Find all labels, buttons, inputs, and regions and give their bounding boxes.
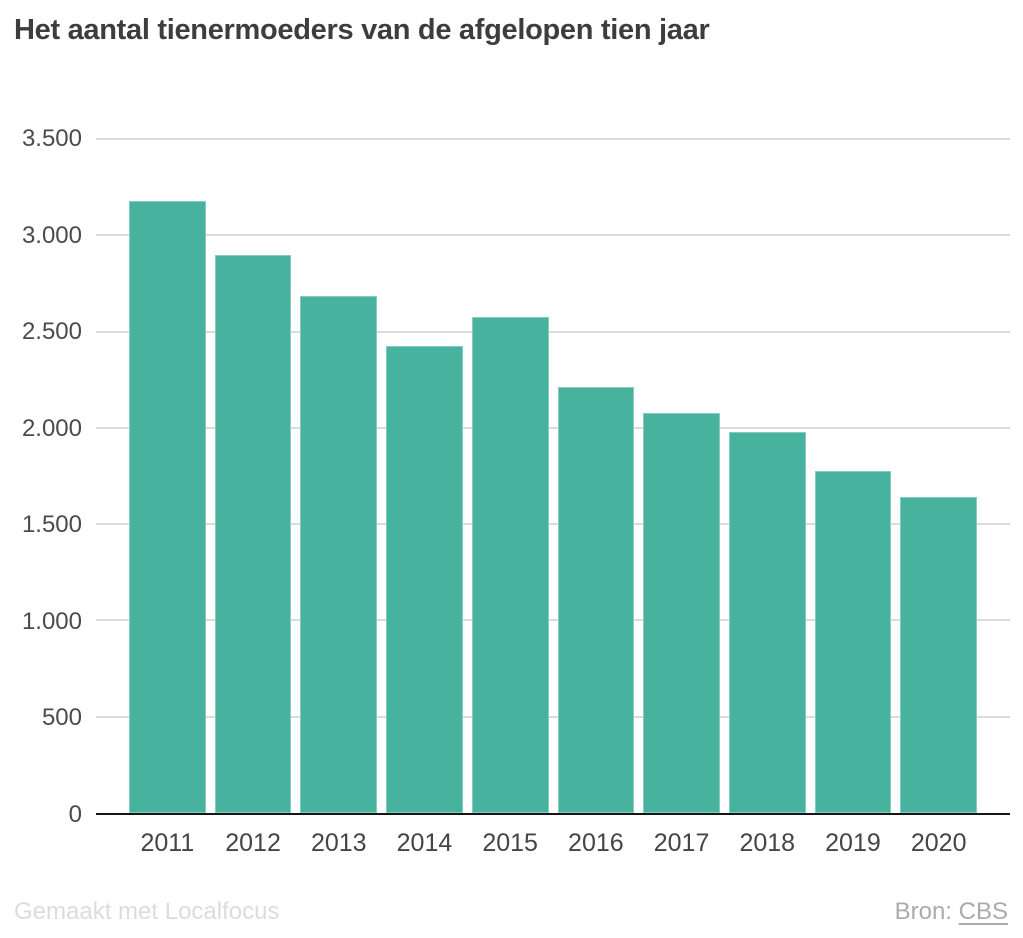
- x-tick-label-2020: 2020: [910, 829, 967, 857]
- bar-2018[interactable]: [728, 431, 806, 813]
- chart-title: Het aantal tienermoeders van de afgelope…: [14, 14, 710, 46]
- gridline-2.000: [96, 426, 1010, 429]
- source-link[interactable]: CBS: [958, 898, 1008, 925]
- x-tick-label-2012: 2012: [225, 829, 281, 857]
- bar-2015[interactable]: [471, 317, 549, 813]
- gridline-2.500: [96, 330, 1010, 333]
- gridline-1.000: [96, 619, 1010, 622]
- bar-2011[interactable]: [129, 200, 206, 813]
- plot-area: [96, 138, 1010, 815]
- gridline-500: [96, 715, 1010, 718]
- bar-2016[interactable]: [557, 387, 635, 813]
- x-tick-label-2011: 2011: [140, 829, 195, 857]
- source-label: Bron:: [894, 898, 952, 925]
- bar-2019[interactable]: [814, 471, 892, 813]
- credit-text: Gemaakt met Localfocus: [14, 898, 280, 925]
- x-tick-label-2019: 2019: [825, 829, 881, 857]
- x-tick-label-2017: 2017: [653, 829, 710, 857]
- bar-2014[interactable]: [386, 346, 463, 813]
- gridline-3.000: [96, 234, 1010, 237]
- y-tick-label-2.000: 2.000: [21, 414, 82, 442]
- x-tick-label-2014: 2014: [396, 829, 453, 857]
- x-tick-label-2016: 2016: [568, 829, 624, 857]
- y-tick-label-0: 0: [68, 801, 82, 828]
- y-tick-label-500: 500: [41, 704, 82, 732]
- y-tick-label-3.000: 3.000: [21, 221, 82, 249]
- chart-footer: Gemaakt met Localfocus Bron: CBS: [14, 898, 1008, 926]
- x-tick-label-2018: 2018: [739, 829, 796, 857]
- bar-series: [96, 139, 1010, 813]
- x-tick-label-2015: 2015: [482, 829, 538, 857]
- bar-2013[interactable]: [300, 295, 378, 813]
- source-text: Bron: CBS: [895, 898, 1008, 926]
- gridline-3.500: [96, 138, 1010, 140]
- y-tick-label-1.000: 1.000: [21, 607, 82, 635]
- x-tick-label-2013: 2013: [310, 829, 367, 857]
- bar-2017[interactable]: [643, 413, 720, 813]
- bar-2012[interactable]: [214, 254, 292, 813]
- y-tick-label-1.500: 1.500: [21, 511, 82, 539]
- y-tick-label-3.500: 3.500: [21, 125, 82, 152]
- x-axis: 2011 2012 2013 2014 2015 2016 2017 2018 2019 2020: [96, 829, 1010, 858]
- gridline-1.500: [96, 523, 1010, 526]
- y-tick-label-2.500: 2.500: [21, 318, 82, 346]
- y-axis: 0 500 1.000 1.500 2.000 2.500 3.000 3.500: [0, 125, 82, 828]
- bar-2020[interactable]: [900, 497, 978, 813]
